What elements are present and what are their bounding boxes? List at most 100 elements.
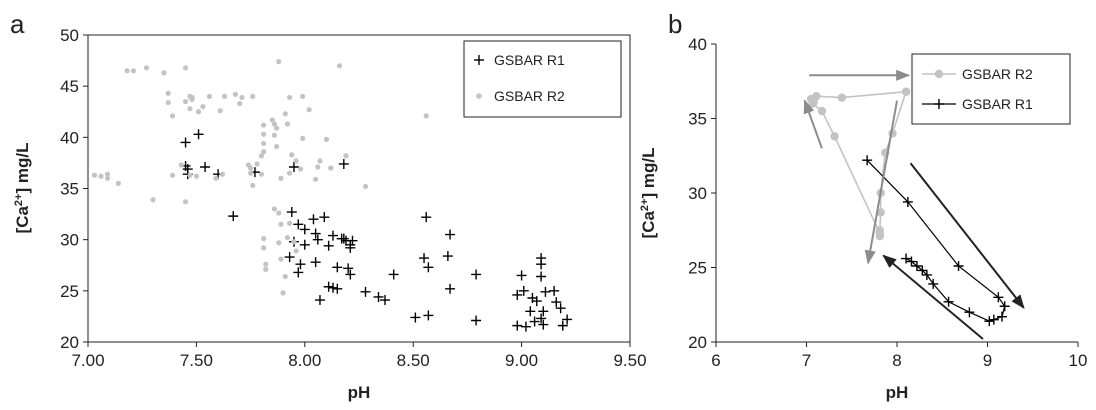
data-point-gsbar-r2 — [274, 125, 280, 131]
data-point-gsbar-r1 — [423, 262, 434, 273]
panel-a-x-tick-label: 9.00 — [505, 351, 538, 370]
panel-b: b 20 25 30 35 40 6 7 8 9 10 pH [Ca2+] mg/L GSBAR… — [639, 9, 1087, 402]
data-point-gsbar-r1 — [943, 296, 954, 307]
data-point-gsbar-r2 — [143, 65, 150, 71]
data-point-gsbar-r1 — [993, 292, 1004, 303]
panel-b-y-axis-title: [Ca2+] mg/L — [639, 148, 658, 239]
data-point-gsbar-r2 — [130, 68, 137, 74]
data-point-gsbar-r2 — [278, 175, 284, 181]
data-point-gsbar-r2 — [276, 59, 282, 65]
data-point-gsbar-r1 — [557, 320, 568, 331]
data-point-gsbar-r2 — [276, 240, 282, 246]
panel-b-y-tick-label: 30 — [688, 184, 707, 203]
data-point-gsbar-r2 — [278, 256, 284, 262]
data-point-gsbar-r2 — [875, 229, 885, 238]
data-point-gsbar-r1 — [445, 229, 456, 240]
data-point-gsbar-r2 — [239, 94, 245, 101]
data-point-gsbar-r2 — [250, 182, 256, 189]
data-point-gsbar-r2 — [274, 143, 280, 150]
data-point-gsbar-r2 — [178, 162, 184, 168]
data-point-gsbar-r1 — [421, 212, 432, 223]
data-point-gsbar-r1 — [293, 267, 304, 278]
panel-b-y-axis: 20 25 30 35 40 — [688, 35, 716, 352]
panel-a-legend: GSBAR R1 GSBAR R2 — [463, 40, 622, 118]
data-point-gsbar-r1 — [380, 295, 391, 306]
data-point-gsbar-r2 — [124, 68, 130, 74]
data-point-gsbar-r1 — [525, 306, 536, 317]
data-point-gsbar-r2 — [876, 208, 885, 217]
data-point-gsbar-r2 — [91, 172, 98, 178]
data-point-gsbar-r1 — [516, 270, 527, 281]
panel-a-x-tick-label: 8.50 — [397, 351, 430, 370]
panel-a-label: a — [10, 9, 25, 39]
data-point-gsbar-r1 — [953, 261, 964, 272]
panel-b-x-axis-title: pH — [886, 383, 909, 402]
data-point-gsbar-r2 — [291, 239, 297, 245]
trend-arrow-3 — [864, 100, 898, 265]
data-point-gsbar-r1 — [373, 291, 384, 302]
data-point-gsbar-r2 — [248, 170, 254, 176]
panel-a-y-tick-label: 45 — [60, 77, 79, 96]
data-point-gsbar-r2 — [237, 100, 243, 107]
data-point-gsbar-r2 — [182, 98, 189, 105]
trend-arrow-2 — [803, 99, 823, 149]
data-point-gsbar-r1 — [512, 320, 523, 331]
panel-a-x-tick-label: 7.00 — [71, 351, 104, 370]
data-point-gsbar-r1 — [284, 252, 295, 263]
data-point-gsbar-r1 — [345, 242, 356, 253]
panel-b-legend-r1-marker — [934, 99, 944, 109]
data-point-gsbar-r1 — [345, 269, 356, 280]
data-point-gsbar-r2 — [187, 172, 193, 178]
data-point-gsbar-r2 — [182, 199, 189, 205]
data-point-gsbar-r1 — [988, 314, 999, 325]
data-point-gsbar-r1 — [551, 297, 562, 308]
data-point-gsbar-r2 — [250, 93, 256, 99]
trend-arrow-4 — [909, 162, 1025, 309]
data-point-gsbar-r2 — [287, 94, 293, 101]
data-point-gsbar-r2 — [98, 173, 104, 179]
data-point-gsbar-r1 — [906, 256, 917, 267]
data-point-gsbar-r2 — [115, 180, 121, 186]
data-point-gsbar-r2 — [161, 70, 167, 76]
panel-a-y-tick-label: 20 — [60, 333, 79, 352]
data-point-gsbar-r2 — [323, 136, 330, 142]
data-point-gsbar-r1 — [996, 311, 1007, 322]
data-point-gsbar-r1 — [286, 207, 297, 218]
panel-b-x-tick-label: 7 — [802, 351, 811, 370]
data-point-gsbar-r1 — [332, 283, 343, 294]
panel-a-points — [91, 59, 573, 332]
data-point-gsbar-r2 — [362, 183, 369, 190]
data-point-gsbar-r2 — [217, 108, 223, 114]
data-point-gsbar-r2 — [150, 197, 156, 203]
data-point-gsbar-r2 — [336, 63, 343, 69]
panel-b-x-tick-label: 8 — [892, 351, 901, 370]
data-point-gsbar-r1 — [518, 285, 529, 296]
data-point-gsbar-r1 — [984, 316, 995, 327]
data-point-gsbar-r2 — [193, 173, 199, 179]
data-point-gsbar-r1 — [536, 253, 547, 264]
data-point-gsbar-r2 — [269, 117, 275, 123]
series-line-gsbar-r1 — [866, 159, 1006, 322]
data-point-gsbar-r1 — [964, 307, 975, 318]
data-point-gsbar-r2 — [261, 140, 267, 147]
panel-a-y-tick-label: 40 — [60, 128, 79, 147]
data-point-gsbar-r1 — [531, 296, 542, 307]
data-point-gsbar-r2 — [343, 153, 349, 159]
data-point-gsbar-r1 — [901, 253, 912, 264]
data-point-gsbar-r2 — [169, 113, 176, 119]
data-point-gsbar-r2 — [169, 172, 176, 178]
panel-b-x-tick-label: 9 — [983, 351, 992, 370]
data-point-gsbar-r1 — [419, 253, 430, 264]
panel-b-x-axis: 6 7 8 9 10 — [711, 342, 1087, 370]
data-point-gsbar-r2 — [271, 132, 278, 138]
data-point-gsbar-r1 — [555, 303, 566, 314]
data-point-gsbar-r1 — [442, 251, 453, 262]
panel-b-legend-r2-label: GSBAR R2 — [962, 66, 1033, 82]
panel-a-legend-r2-label: GSBAR R2 — [494, 88, 565, 104]
data-point-gsbar-r1 — [917, 265, 928, 276]
panel-a-legend-r1-marker — [474, 55, 484, 65]
data-point-gsbar-r1 — [319, 212, 330, 223]
data-point-gsbar-r2 — [189, 96, 195, 103]
data-point-gsbar-r1 — [200, 162, 211, 173]
